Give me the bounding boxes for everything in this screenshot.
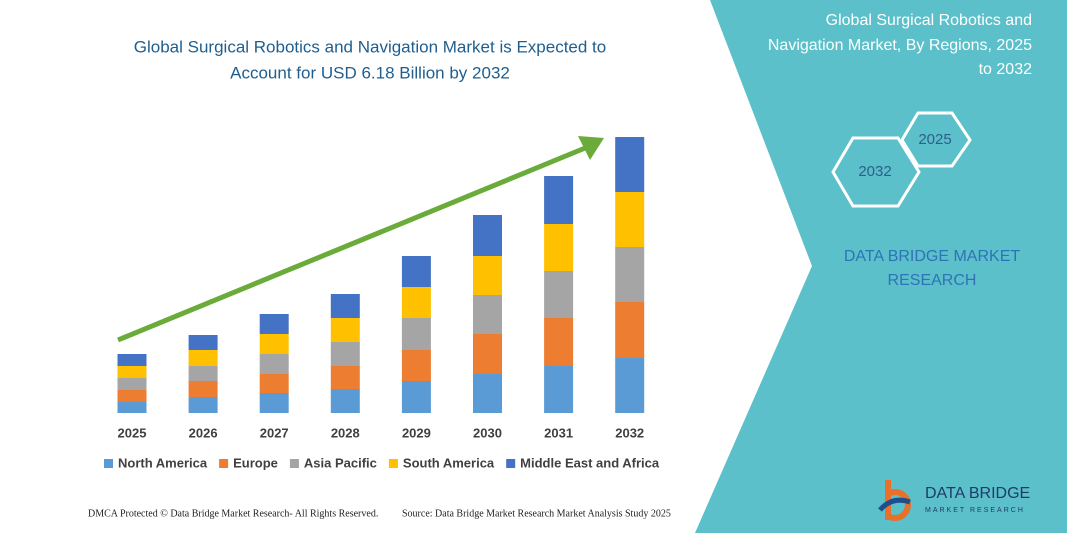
x-tick-label: 2029 (402, 425, 431, 440)
bar-segment (401, 381, 431, 413)
x-tick-label: 2025 (118, 425, 147, 440)
legend-swatch (104, 459, 113, 468)
bar-segment (473, 295, 502, 334)
bar-segment (401, 256, 431, 287)
bar-segment (117, 378, 147, 390)
bar-segment (473, 215, 502, 256)
brand-text: RESEARCH (888, 272, 977, 289)
bar-segment (259, 334, 289, 354)
x-tick-label: 2030 (473, 425, 502, 440)
legend-label: South America (403, 455, 495, 470)
bar-segment (401, 350, 431, 381)
bar-segment (401, 287, 431, 318)
bar-segment (615, 192, 645, 247)
bar-segment (188, 350, 218, 366)
legend-swatch (388, 459, 398, 468)
bar-segment (473, 374, 502, 413)
bar-segment (473, 334, 502, 374)
legend-swatch (219, 459, 229, 468)
bar-segment (117, 366, 147, 378)
chart-title: Account for USD 6.18 Billion by 2032 (230, 63, 510, 82)
bar-segment (330, 342, 360, 366)
logo-name: DATA BRIDGE (925, 485, 1030, 502)
x-tick-label: 2032 (615, 425, 644, 440)
footer-left: DMCA Protected © Data Bridge Market Rese… (88, 508, 378, 519)
x-tick-label: 2026 (189, 425, 218, 440)
bar-segment (544, 318, 574, 366)
bar-segment (544, 366, 574, 413)
logo-mark (885, 480, 911, 521)
hexagon-label: 2032 (858, 163, 891, 180)
bar-segment (544, 176, 574, 224)
bar-segment (615, 247, 645, 302)
bar-segment (259, 314, 289, 334)
legend-label: North America (118, 455, 208, 470)
trend-arrow (117, 143, 591, 343)
x-tick-label: 2027 (260, 425, 289, 440)
panel-title: to 2032 (979, 61, 1032, 78)
hexagon (900, 111, 972, 168)
bar-segment (188, 335, 218, 350)
bar-segment (615, 302, 645, 358)
logo-tagline: MARKET RESEARCH (925, 507, 1025, 514)
bar-segment (259, 374, 289, 393)
x-tick-label: 2031 (544, 425, 573, 440)
legend-swatch (506, 459, 516, 468)
footer-right: Source: Data Bridge Market Research Mark… (402, 508, 671, 519)
hexagon (831, 136, 921, 208)
bar-segment (117, 390, 147, 402)
bar-segment (615, 137, 645, 192)
bar-segment (117, 354, 147, 366)
bar-segment (615, 358, 645, 413)
bar-segment (330, 318, 360, 342)
panel-title: Navigation Market, By Regions, 2025 (768, 37, 1032, 54)
bar-segment (544, 271, 574, 318)
bar-segment (259, 354, 289, 374)
bar-segment (473, 256, 502, 295)
logo-mark (878, 497, 911, 512)
bar-segment (188, 366, 218, 381)
bar-segment (117, 402, 147, 413)
legend-label: Asia Pacific (304, 455, 377, 470)
bar-segment (330, 294, 360, 318)
panel-title: Global Surgical Robotics and (826, 12, 1032, 29)
hexagon-label: 2025 (918, 131, 951, 148)
bar-segment (544, 224, 574, 271)
bar-segment (330, 366, 360, 389)
legend-label: Middle East and Africa (520, 455, 660, 470)
brand-text: DATA BRIDGE MARKET (844, 248, 1021, 265)
bar-segment (188, 381, 218, 397)
chart-title: Global Surgical Robotics and Navigation … (134, 37, 606, 56)
x-tick-label: 2028 (331, 425, 360, 440)
legend-label: Europe (233, 455, 278, 470)
legend-swatch (289, 459, 299, 468)
bar-segment (188, 397, 218, 413)
bar-segment (401, 318, 431, 350)
bar-segment (259, 393, 289, 413)
bar-segment (330, 389, 360, 413)
trend-arrow-head (578, 136, 604, 160)
side-panel (695, 0, 1067, 533)
